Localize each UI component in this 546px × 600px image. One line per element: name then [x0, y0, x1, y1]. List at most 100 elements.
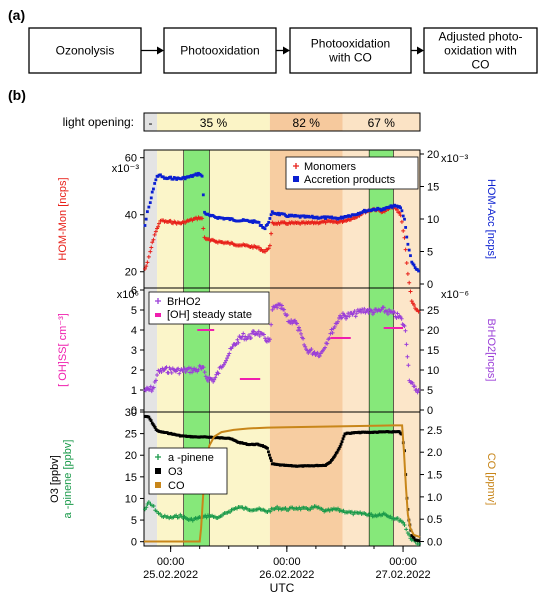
data-point [309, 347, 314, 352]
data-point [161, 175, 165, 179]
right-multiplier: x10⁻³ [441, 153, 469, 165]
light-segment [269, 113, 343, 131]
data-point [269, 213, 273, 217]
data-point [410, 534, 414, 537]
legend-label: Monomers [304, 161, 356, 173]
y-tick-label-left: 5 [131, 305, 137, 317]
light-segment-label: - [149, 116, 153, 130]
data-point [399, 206, 403, 210]
step-label-3-line: oxidation with [444, 44, 517, 58]
data-point [149, 419, 153, 422]
data-point [407, 280, 412, 285]
data-point [194, 172, 198, 176]
x-tick-label-date: 25.02.2022 [143, 569, 198, 581]
data-point [195, 173, 199, 177]
data-point [389, 204, 393, 208]
light-segment [157, 113, 270, 131]
data-point [322, 215, 326, 219]
data-point [267, 220, 271, 224]
data-point [153, 229, 158, 234]
data-point [340, 440, 344, 444]
bottom-series [142, 414, 422, 546]
data-point [332, 324, 337, 329]
data-point [203, 374, 208, 379]
legend-label: [OH] steady state [167, 309, 252, 321]
data-point [266, 246, 271, 251]
data-point [342, 434, 346, 438]
light-segment-label: 35 % [200, 116, 228, 130]
data-point [153, 426, 157, 429]
data-point [168, 218, 173, 223]
data-point [403, 247, 408, 252]
data-point [212, 377, 217, 382]
data-point [250, 219, 254, 223]
flow-arrowhead [157, 46, 164, 55]
light-opening-label: light opening: [63, 115, 134, 129]
data-point [387, 307, 392, 312]
y-tick-label-left: 20 [125, 450, 137, 462]
data-point [361, 309, 366, 314]
y-axis-label-right: HOM-Acc [ncps] [485, 179, 497, 259]
data-point [148, 384, 153, 389]
y-axis-label-left: a -pinene [ppbv] [62, 440, 74, 519]
data-point [328, 331, 333, 336]
step-label-3-line: CO [472, 58, 490, 72]
data-point [401, 228, 406, 233]
light-bar-frame [143, 112, 421, 132]
data-point [200, 174, 204, 178]
data-point [192, 366, 197, 371]
data-point [403, 328, 408, 333]
step-label-1: Photooxidation [180, 44, 259, 58]
data-point [222, 360, 227, 365]
flow-arrowhead [417, 46, 424, 55]
y-tick-label-left: 0 [131, 537, 137, 549]
data-point [417, 269, 420, 273]
data-point [369, 309, 374, 314]
data-point [369, 512, 374, 517]
y-tick-label-right: 0.5 [427, 514, 442, 526]
y-axis-label-left: [ OH]SS[ cm⁻³] [57, 313, 69, 387]
data-point [394, 315, 399, 320]
data-point [151, 504, 156, 509]
legend-frame [148, 291, 270, 325]
data-point [151, 423, 155, 426]
left-multiplier: x10⁻³ [112, 163, 140, 175]
y-tick-label-left: 0 [131, 405, 137, 417]
data-point [399, 316, 404, 321]
data-point [201, 365, 206, 370]
data-point [225, 356, 230, 361]
data-point [148, 201, 152, 205]
y-tick-label-left: 20 [125, 267, 137, 279]
data-point [362, 208, 366, 212]
data-point [202, 370, 207, 375]
y-tick-label-right: 15 [427, 182, 439, 194]
legend-marker [155, 313, 161, 317]
data-point [297, 328, 302, 333]
data-point [249, 335, 254, 340]
light-segment-label: 67 % [368, 116, 396, 130]
data-point [325, 341, 330, 346]
panel-a: (a)Ozonolysis Photooxidation Photooxidatio… [8, 7, 538, 74]
y-tick-label-right: 2.0 [427, 447, 442, 459]
data-point [182, 366, 187, 371]
data-point [410, 381, 415, 386]
legend-label: Accretion products [304, 174, 396, 186]
legend-marker [293, 176, 299, 182]
data-point [216, 371, 221, 376]
data-point [267, 243, 272, 248]
data-point [409, 254, 412, 258]
right-multiplier: x10⁻⁶ [441, 289, 469, 301]
data-point [267, 450, 270, 454]
data-point [312, 350, 317, 355]
data-point [230, 344, 235, 349]
data-point [145, 210, 149, 214]
data-point [417, 541, 422, 546]
data-point [293, 318, 298, 323]
data-point [257, 333, 262, 338]
data-point [404, 342, 409, 347]
data-point [375, 208, 378, 212]
data-point [366, 310, 371, 315]
data-point [405, 531, 410, 536]
y-tick-label-left: 6 [131, 285, 137, 297]
y-tick-label-left: 5 [131, 515, 137, 527]
